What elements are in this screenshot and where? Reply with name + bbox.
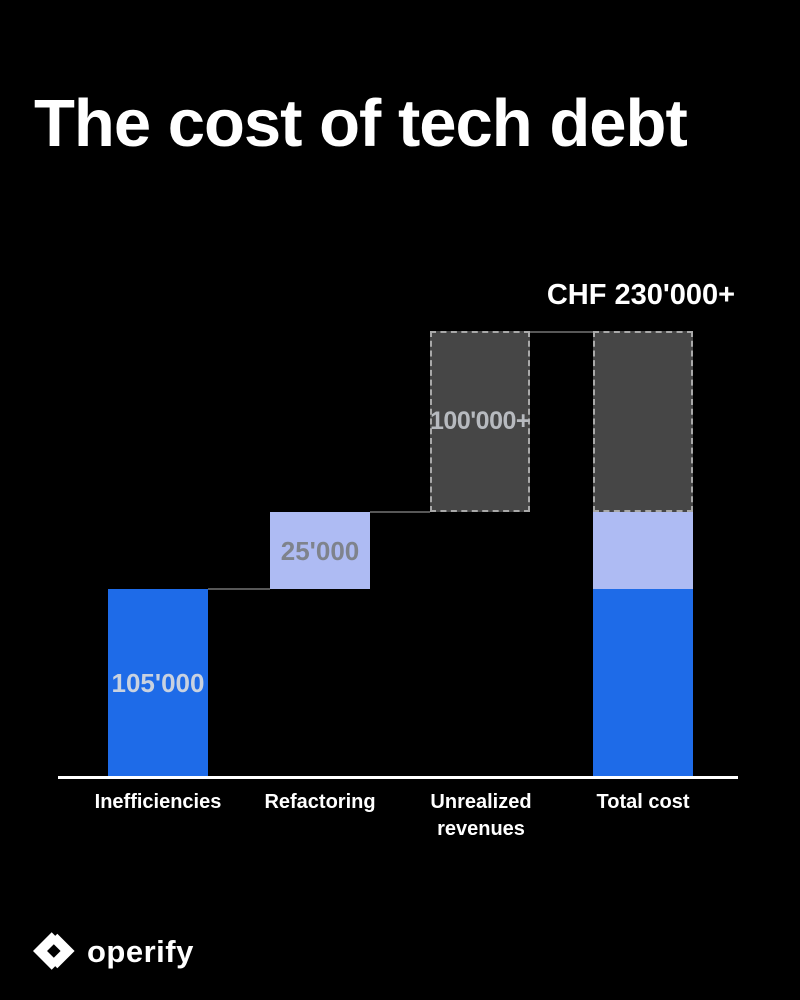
x-axis-baseline — [58, 776, 738, 779]
bar-total-segment-refactoring — [593, 512, 693, 589]
category-label-unrealized-revenues: Unrealized revenues — [430, 791, 532, 840]
connector-line-refactoring-unrealized — [370, 511, 430, 513]
connector-line-unrealized-total — [530, 331, 593, 333]
bar-refactoring: 25'000 — [270, 512, 370, 589]
bar-value-label: 105'000 — [111, 668, 205, 698]
bar-inefficiencies: 105'000 — [108, 589, 208, 777]
bar-unrealized-revenues: 100'000+ — [430, 331, 530, 512]
category-label-inefficiencies: Inefficiencies — [94, 791, 222, 813]
bar-total-segment-inefficiencies — [593, 589, 693, 777]
logo-wordmark: operify — [87, 933, 194, 969]
page-title: The cost of tech debt — [34, 86, 688, 161]
category-label-total-cost: Total cost — [596, 791, 690, 813]
total-annotation: CHF 230'000+ — [546, 279, 736, 311]
operify-logo: operify — [33, 928, 194, 974]
connector-line-inefficiencies-refactoring — [208, 588, 270, 590]
bar-value-label: 100'000+ — [430, 407, 530, 435]
bar-value-label: 25'000 — [280, 535, 360, 566]
bar-total-segment-unrealized — [593, 331, 693, 512]
category-label-refactoring: Refactoring — [264, 791, 376, 813]
operify-diamond-chevron-icon — [33, 932, 75, 970]
